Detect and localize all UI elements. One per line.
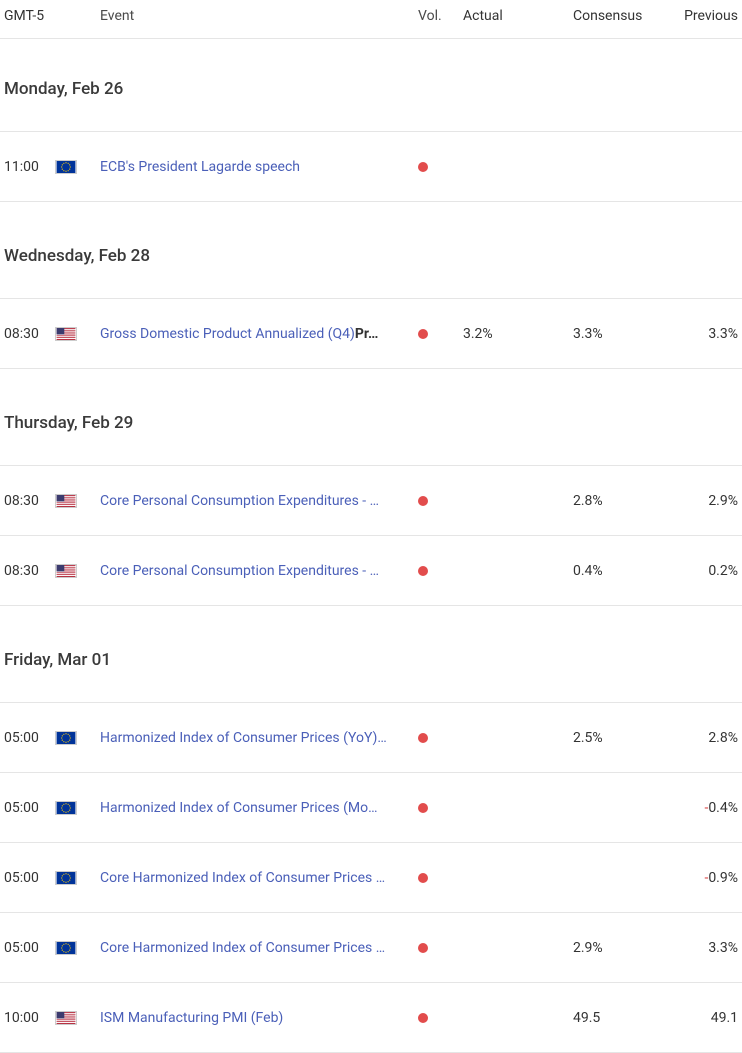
days-container: Monday, Feb 26 11:00 ECB's President Lagar… bbox=[0, 39, 742, 1053]
event-row[interactable]: 08:30 Gross Domestic Product Annualized (… bbox=[0, 299, 742, 369]
event-previous: 2.8% bbox=[668, 730, 742, 746]
eu-flag-icon bbox=[55, 871, 100, 885]
volatility-indicator bbox=[418, 329, 463, 339]
volatility-indicator bbox=[418, 496, 463, 506]
event-previous: 0.2% bbox=[668, 563, 742, 579]
event-title[interactable]: Gross Domestic Product Annualized (Q4)Pr… bbox=[100, 326, 418, 342]
volatility-indicator bbox=[418, 566, 463, 576]
table-header: GMT-5 Event Vol. Actual Consensus Previo… bbox=[0, 0, 742, 39]
event-row[interactable]: 05:00 Harmonized Index of Consumer Prices… bbox=[0, 773, 742, 843]
col-header-time: GMT-5 bbox=[0, 8, 55, 24]
economic-calendar: GMT-5 Event Vol. Actual Consensus Previo… bbox=[0, 0, 742, 1053]
event-row[interactable]: 05:00 Core Harmonized Index of Consumer P… bbox=[0, 913, 742, 983]
event-previous: -0.9% bbox=[668, 870, 742, 886]
event-actual: 3.2% bbox=[463, 326, 573, 342]
event-title[interactable]: Harmonized Index of Consumer Prices (Mo… bbox=[100, 800, 418, 816]
eu-flag-icon bbox=[55, 160, 100, 174]
event-previous: 2.9% bbox=[668, 493, 742, 509]
event-consensus: 2.9% bbox=[573, 940, 668, 956]
us-flag-icon bbox=[55, 564, 100, 578]
day-header: Thursday, Feb 29 bbox=[0, 369, 742, 466]
volatility-dot-icon bbox=[418, 943, 428, 953]
us-flag-icon bbox=[55, 494, 100, 508]
col-header-previous: Previous bbox=[668, 8, 742, 24]
event-consensus: 49.5 bbox=[573, 1010, 668, 1026]
event-time: 08:30 bbox=[0, 326, 55, 342]
event-time: 05:00 bbox=[0, 730, 55, 746]
us-flag-icon bbox=[55, 1011, 100, 1025]
event-time: 08:30 bbox=[0, 493, 55, 509]
event-consensus: 0.4% bbox=[573, 563, 668, 579]
event-title[interactable]: ISM Manufacturing PMI (Feb) bbox=[100, 1010, 418, 1026]
us-flag-icon bbox=[55, 327, 100, 341]
volatility-dot-icon bbox=[418, 1013, 428, 1023]
eu-flag-icon bbox=[55, 801, 100, 815]
event-title[interactable]: Core Harmonized Index of Consumer Prices… bbox=[100, 870, 418, 886]
volatility-indicator bbox=[418, 943, 463, 953]
col-header-consensus: Consensus bbox=[573, 8, 668, 24]
eu-flag-icon bbox=[55, 731, 100, 745]
event-consensus: 2.5% bbox=[573, 730, 668, 746]
event-row[interactable]: 05:00 Harmonized Index of Consumer Prices… bbox=[0, 703, 742, 773]
event-title-extra: Pr… bbox=[355, 326, 378, 342]
volatility-indicator bbox=[418, 803, 463, 813]
eu-flag-icon bbox=[55, 941, 100, 955]
event-time: 08:30 bbox=[0, 563, 55, 579]
event-title[interactable]: ECB's President Lagarde speech bbox=[100, 159, 418, 175]
volatility-indicator bbox=[418, 873, 463, 883]
volatility-indicator bbox=[418, 162, 463, 172]
event-time: 05:00 bbox=[0, 800, 55, 816]
volatility-indicator bbox=[418, 1013, 463, 1023]
volatility-dot-icon bbox=[418, 566, 428, 576]
volatility-dot-icon bbox=[418, 873, 428, 883]
volatility-dot-icon bbox=[418, 329, 428, 339]
volatility-dot-icon bbox=[418, 162, 428, 172]
event-consensus: 3.3% bbox=[573, 326, 668, 342]
event-row[interactable]: 10:00 ISM Manufacturing PMI (Feb) 49.549.1 bbox=[0, 983, 742, 1053]
event-time: 11:00 bbox=[0, 159, 55, 175]
event-time: 10:00 bbox=[0, 1010, 55, 1026]
volatility-dot-icon bbox=[418, 496, 428, 506]
volatility-indicator bbox=[418, 733, 463, 743]
event-row[interactable]: 08:30 Core Personal Consumption Expenditu… bbox=[0, 466, 742, 536]
col-header-vol: Vol. bbox=[418, 8, 463, 24]
event-title[interactable]: Core Personal Consumption Expenditures -… bbox=[100, 493, 418, 509]
event-previous: 49.1 bbox=[668, 1010, 742, 1026]
event-row[interactable]: 08:30 Core Personal Consumption Expenditu… bbox=[0, 536, 742, 606]
volatility-dot-icon bbox=[418, 733, 428, 743]
day-header: Wednesday, Feb 28 bbox=[0, 202, 742, 299]
volatility-dot-icon bbox=[418, 803, 428, 813]
event-consensus: 2.8% bbox=[573, 493, 668, 509]
col-header-event: Event bbox=[100, 8, 418, 24]
day-header: Monday, Feb 26 bbox=[0, 39, 742, 132]
event-time: 05:00 bbox=[0, 940, 55, 956]
event-row[interactable]: 11:00 ECB's President Lagarde speech bbox=[0, 132, 742, 202]
event-previous: 3.3% bbox=[668, 940, 742, 956]
event-time: 05:00 bbox=[0, 870, 55, 886]
event-title[interactable]: Core Personal Consumption Expenditures -… bbox=[100, 563, 418, 579]
event-row[interactable]: 05:00 Core Harmonized Index of Consumer P… bbox=[0, 843, 742, 913]
event-title[interactable]: Harmonized Index of Consumer Prices (YoY… bbox=[100, 730, 418, 746]
col-header-actual: Actual bbox=[463, 8, 573, 24]
event-title[interactable]: Core Harmonized Index of Consumer Prices… bbox=[100, 940, 418, 956]
event-previous: -0.4% bbox=[668, 800, 742, 816]
event-previous: 3.3% bbox=[668, 326, 742, 342]
day-header: Friday, Mar 01 bbox=[0, 606, 742, 703]
